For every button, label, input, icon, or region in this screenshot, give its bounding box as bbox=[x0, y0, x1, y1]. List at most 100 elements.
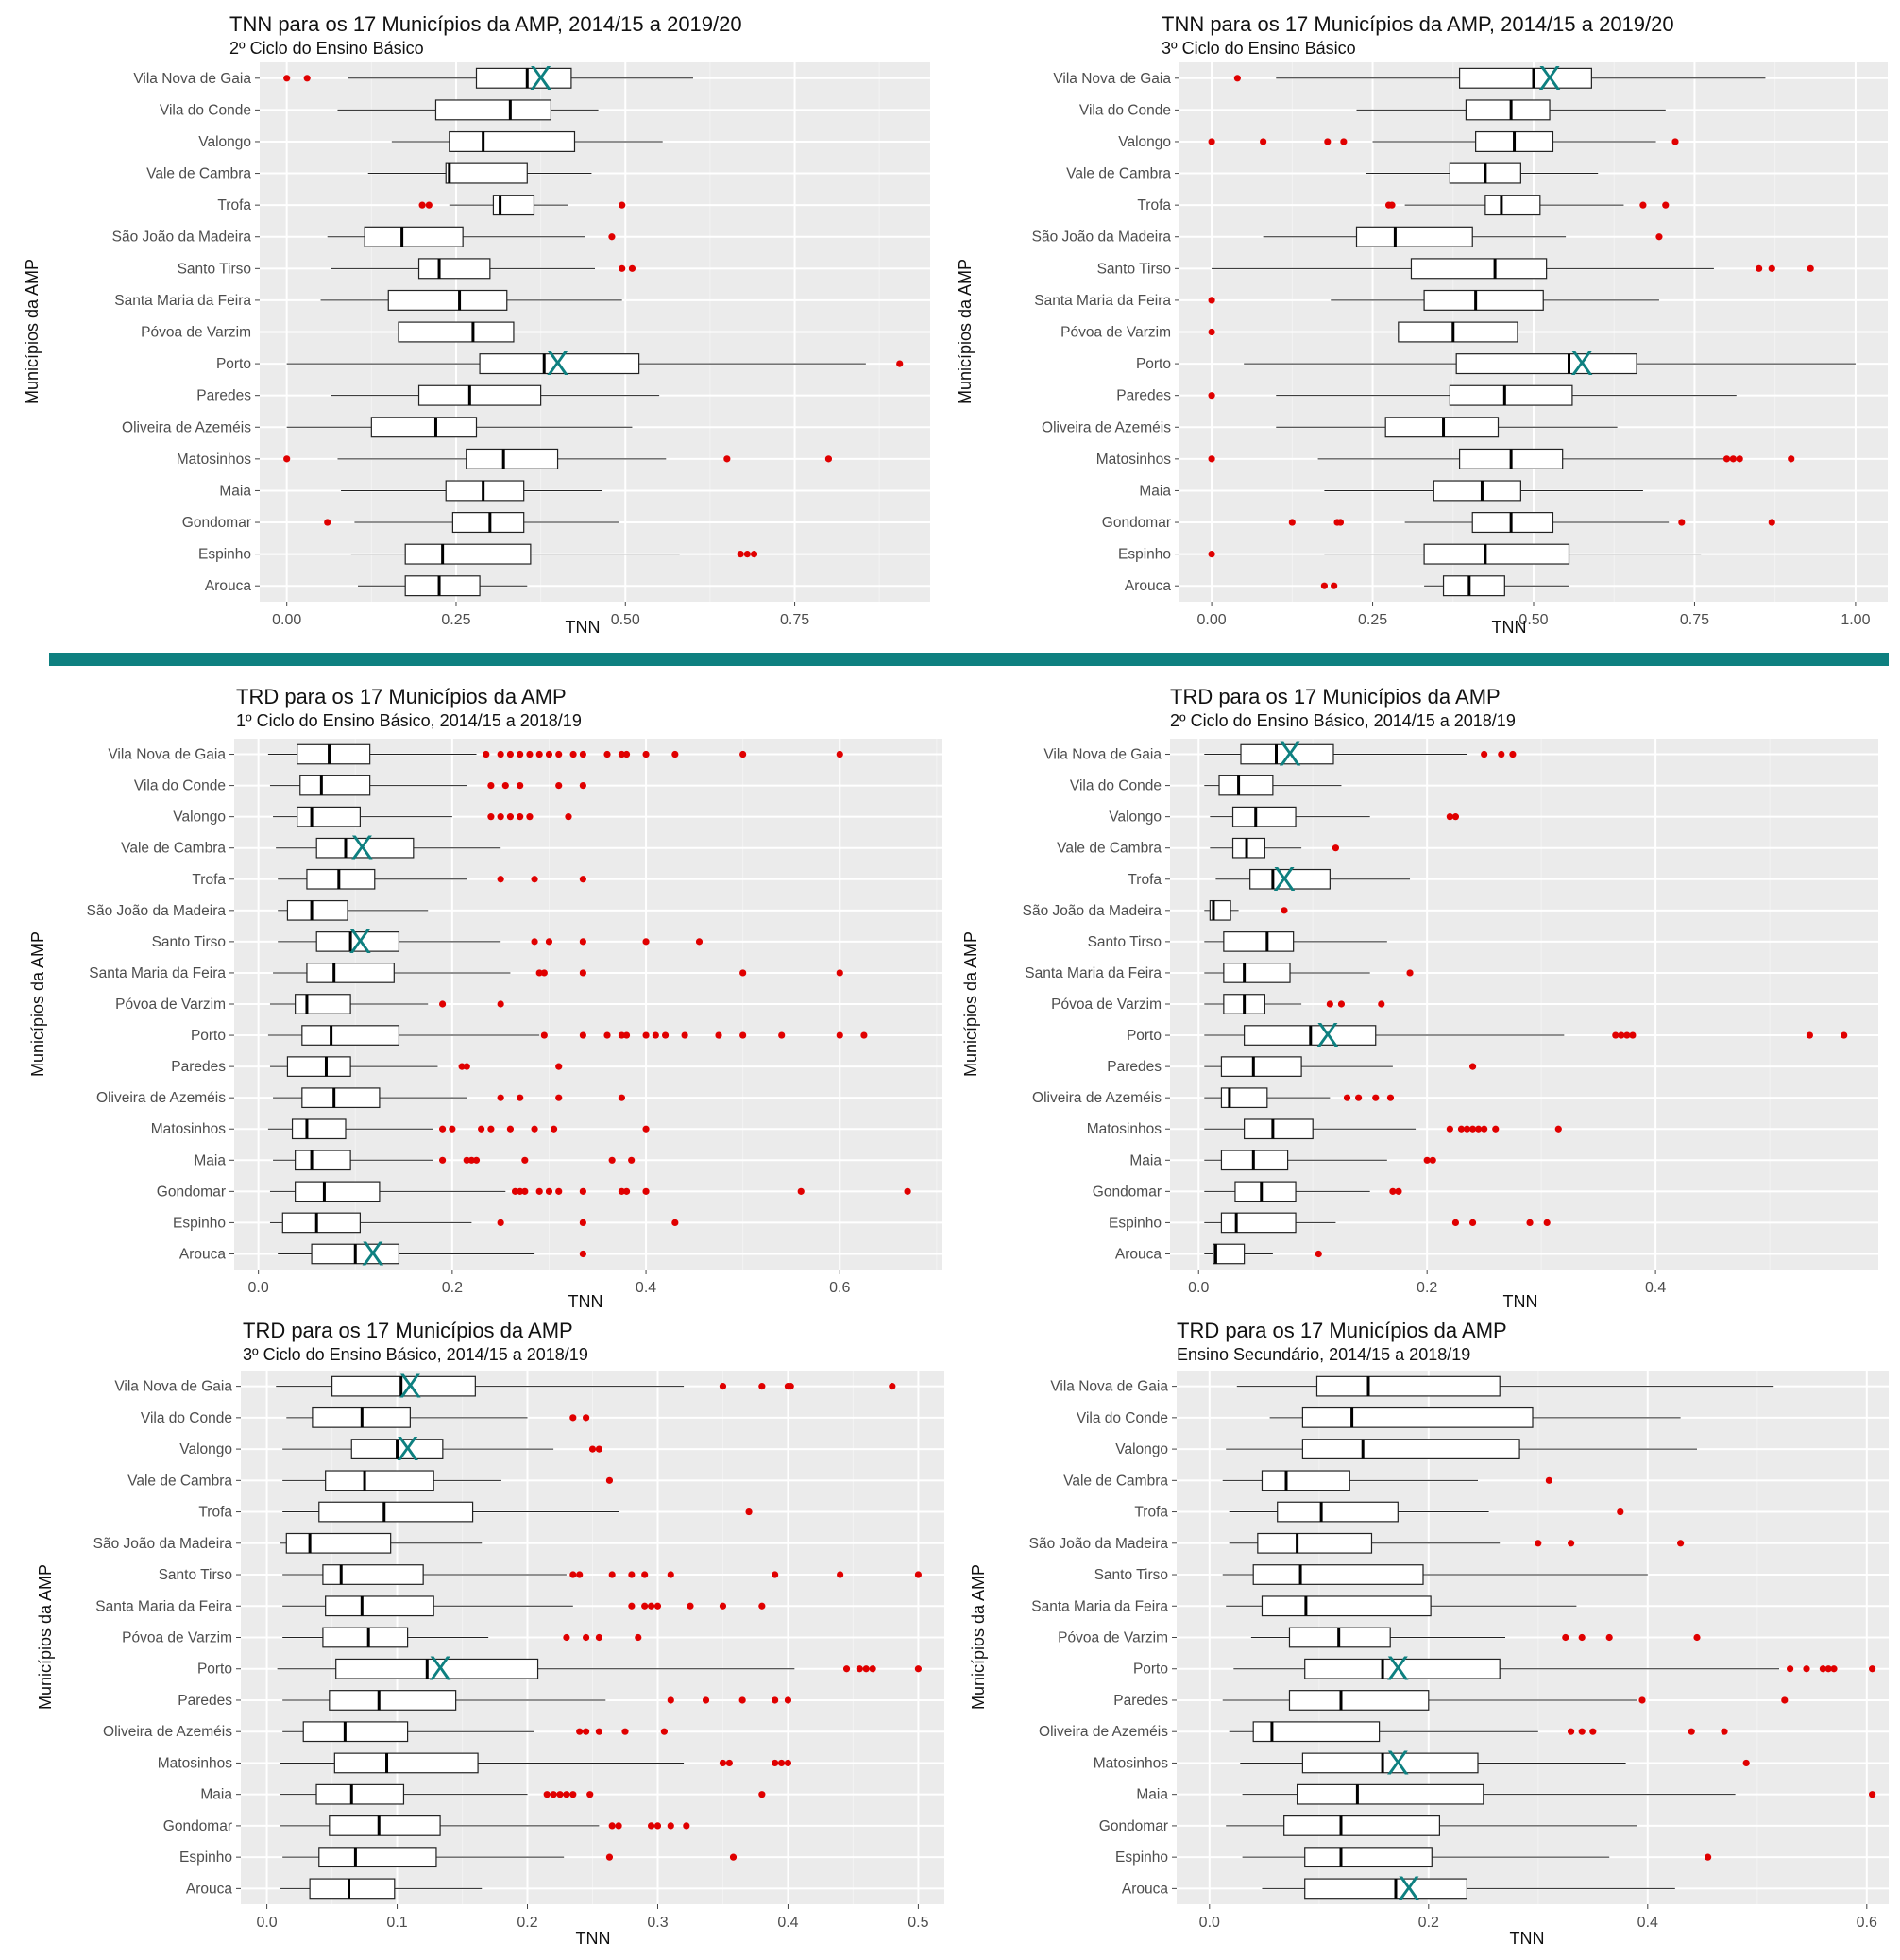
outlier-point bbox=[641, 1571, 649, 1578]
outlier-point bbox=[1378, 1000, 1385, 1008]
outlier-point bbox=[449, 1125, 456, 1133]
outlier-point bbox=[1623, 1031, 1631, 1039]
outlier-point bbox=[628, 264, 636, 272]
outlier-point bbox=[836, 750, 843, 758]
outlier-point bbox=[836, 969, 843, 977]
y-tick-label: Matosinhos bbox=[151, 1121, 227, 1137]
outlier-point bbox=[772, 1571, 779, 1578]
box-iqr bbox=[1304, 1847, 1433, 1868]
outlier-point bbox=[671, 750, 679, 758]
outlier-point bbox=[497, 1219, 504, 1227]
box-iqr bbox=[364, 226, 464, 247]
outlier-point bbox=[702, 1696, 710, 1704]
y-tick-label: Oliveira de Azeméis bbox=[1042, 419, 1171, 435]
x-tick-label: 0.2 bbox=[1418, 1915, 1439, 1931]
box-iqr bbox=[1423, 543, 1570, 565]
x-tick-label: 0.75 bbox=[1680, 612, 1709, 628]
outlier-point bbox=[1756, 264, 1763, 272]
y-tick-label: Vale de Cambra bbox=[1057, 841, 1162, 857]
outlier-point bbox=[1463, 1125, 1471, 1133]
y-tick-label: Paredes bbox=[1113, 1693, 1168, 1709]
x-tick-label: 0.1 bbox=[386, 1915, 407, 1931]
y-tick-label: Vila Nova de Gaia bbox=[133, 71, 251, 87]
outlier-point bbox=[1406, 969, 1414, 977]
outlier-point bbox=[642, 1187, 650, 1195]
box-iqr bbox=[1213, 1243, 1246, 1265]
y-tick-label: Porto bbox=[1133, 1662, 1168, 1678]
y-axis-label: Municípios da AMP bbox=[961, 931, 980, 1077]
outlier-point bbox=[1543, 1219, 1551, 1227]
box-iqr bbox=[475, 67, 572, 89]
outlier-point bbox=[579, 1219, 586, 1227]
box-iqr bbox=[1283, 1815, 1441, 1836]
outlier-point bbox=[1208, 297, 1215, 304]
box-iqr bbox=[286, 899, 348, 921]
box-iqr bbox=[295, 994, 351, 1014]
outlier-point bbox=[472, 1156, 481, 1164]
outlier-point bbox=[540, 969, 548, 977]
outlier-point bbox=[478, 1125, 485, 1133]
outlier-point bbox=[1208, 455, 1215, 463]
y-tick-label: Paredes bbox=[178, 1693, 232, 1709]
outlier-point bbox=[555, 1094, 563, 1101]
outlier-point bbox=[1535, 1540, 1542, 1547]
outlier-point bbox=[1423, 1156, 1431, 1164]
outlier-point bbox=[438, 1000, 447, 1008]
y-tick-label: Gondomar bbox=[157, 1184, 226, 1200]
outlier-point bbox=[497, 813, 504, 821]
outlier-point bbox=[862, 1665, 870, 1673]
y-tick-label: Arouca bbox=[186, 1881, 232, 1897]
outlier-point bbox=[738, 1696, 746, 1704]
outlier-point bbox=[506, 1125, 515, 1133]
x-tick-label: 1.00 bbox=[1841, 612, 1870, 628]
outlier-point bbox=[1578, 1633, 1586, 1642]
outlier-point bbox=[579, 938, 586, 946]
y-tick-label: Vale de Cambra bbox=[121, 841, 226, 857]
y-tick-label: Vale de Cambra bbox=[1066, 166, 1171, 182]
outlier-point bbox=[667, 1696, 674, 1704]
y-tick-label: Porto bbox=[1136, 356, 1171, 372]
y-tick-label: Póvoa de Varzim bbox=[141, 325, 251, 341]
y-tick-label: Santa Maria da Feira bbox=[114, 293, 251, 309]
box-iqr bbox=[309, 1878, 396, 1900]
x-tick-label: 0.5 bbox=[908, 1915, 928, 1931]
box-iqr bbox=[1465, 99, 1551, 121]
x-tick-label: 0.6 bbox=[829, 1280, 850, 1296]
box-iqr bbox=[325, 1595, 434, 1617]
outlier-point bbox=[743, 551, 751, 558]
y-tick-label: Trofa bbox=[1134, 1505, 1168, 1521]
x-tick-label: 0.50 bbox=[611, 612, 640, 628]
outlier-point bbox=[497, 1000, 504, 1008]
outlier-point bbox=[618, 750, 626, 758]
box-iqr bbox=[417, 258, 491, 280]
y-tick-label: Oliveira de Azeméis bbox=[122, 419, 251, 435]
y-tick-label: Trofa bbox=[217, 197, 251, 213]
x-tick-label: 0.2 bbox=[442, 1280, 463, 1296]
y-axis-label: Municípios da AMP bbox=[28, 931, 47, 1077]
outlier-point bbox=[750, 551, 758, 558]
outlier-point bbox=[1340, 138, 1348, 145]
outlier-point bbox=[595, 1445, 602, 1453]
box-iqr bbox=[387, 289, 508, 311]
outlier-point bbox=[1807, 264, 1814, 272]
box-iqr bbox=[1304, 1658, 1501, 1679]
y-tick-label: Valongo bbox=[179, 1441, 232, 1457]
outlier-point bbox=[531, 938, 538, 946]
outlier-point bbox=[642, 750, 650, 758]
outlier-point bbox=[438, 1156, 447, 1164]
outlier-point bbox=[1568, 1540, 1575, 1547]
box-iqr bbox=[1209, 899, 1231, 921]
box-iqr bbox=[299, 775, 371, 796]
outlier-point bbox=[531, 876, 538, 883]
outlier-point bbox=[608, 233, 616, 241]
outlier-point bbox=[1721, 1728, 1728, 1735]
highlight-x-marker: X bbox=[1316, 1015, 1339, 1054]
outlier-point bbox=[603, 750, 611, 758]
box-iqr bbox=[449, 130, 576, 152]
outlier-point bbox=[458, 1063, 466, 1070]
box-iqr bbox=[1455, 353, 1637, 375]
y-tick-label: Póvoa de Varzim bbox=[1060, 325, 1171, 341]
x-tick-label: 0.0 bbox=[256, 1915, 277, 1931]
y-tick-label: Matosinhos bbox=[177, 452, 252, 468]
x-tick-label: 0.25 bbox=[441, 612, 470, 628]
